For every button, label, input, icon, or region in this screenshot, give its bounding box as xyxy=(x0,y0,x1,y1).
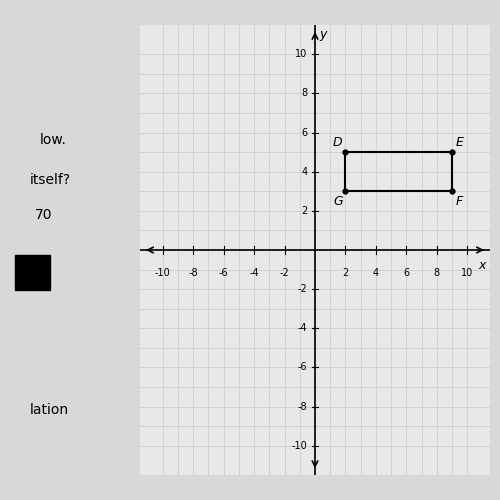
Text: -6: -6 xyxy=(298,362,308,372)
Text: -6: -6 xyxy=(219,268,228,278)
Text: 8: 8 xyxy=(302,88,308,99)
Text: -4: -4 xyxy=(250,268,259,278)
Text: 8: 8 xyxy=(434,268,440,278)
Text: -10: -10 xyxy=(155,268,170,278)
Text: x: x xyxy=(478,259,486,272)
Text: y: y xyxy=(319,28,326,42)
Text: 6: 6 xyxy=(302,128,308,138)
Text: low.: low. xyxy=(40,133,67,147)
Text: 10: 10 xyxy=(295,50,308,59)
Text: 70: 70 xyxy=(35,208,52,222)
Text: 2: 2 xyxy=(301,206,308,216)
Text: lation: lation xyxy=(30,403,69,417)
Text: 10: 10 xyxy=(461,268,473,278)
Text: 4: 4 xyxy=(373,268,379,278)
Text: 6: 6 xyxy=(403,268,409,278)
Text: -2: -2 xyxy=(280,268,289,278)
Text: E: E xyxy=(456,136,464,149)
Text: G: G xyxy=(333,194,342,207)
Text: itself?: itself? xyxy=(30,173,71,187)
Text: D: D xyxy=(333,136,342,149)
Text: -8: -8 xyxy=(188,268,198,278)
Text: 2: 2 xyxy=(342,268,348,278)
Text: -10: -10 xyxy=(292,440,308,450)
Text: 4: 4 xyxy=(302,166,308,176)
Text: F: F xyxy=(456,194,463,207)
Text: -2: -2 xyxy=(298,284,308,294)
Text: -8: -8 xyxy=(298,402,308,411)
Text: -4: -4 xyxy=(298,324,308,334)
